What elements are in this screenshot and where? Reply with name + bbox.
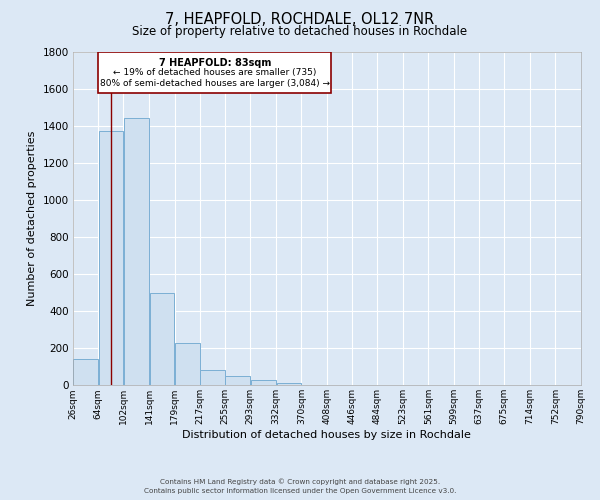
Text: 7, HEAPFOLD, ROCHDALE, OL12 7NR: 7, HEAPFOLD, ROCHDALE, OL12 7NR	[166, 12, 434, 28]
Bar	[200, 370, 225, 386]
Bar	[98, 52, 331, 93]
Text: ← 19% of detached houses are smaller (735): ← 19% of detached houses are smaller (73…	[113, 68, 316, 78]
Text: Size of property relative to detached houses in Rochdale: Size of property relative to detached ho…	[133, 25, 467, 38]
Text: Contains public sector information licensed under the Open Government Licence v3: Contains public sector information licen…	[144, 488, 456, 494]
Bar	[251, 380, 276, 386]
X-axis label: Distribution of detached houses by size in Rochdale: Distribution of detached houses by size …	[182, 430, 471, 440]
Bar	[149, 292, 174, 386]
Bar	[98, 131, 123, 386]
Y-axis label: Number of detached properties: Number of detached properties	[27, 130, 37, 306]
Bar	[277, 384, 301, 386]
Bar	[124, 118, 149, 386]
Text: Contains HM Land Registry data © Crown copyright and database right 2025.: Contains HM Land Registry data © Crown c…	[160, 478, 440, 485]
Bar	[226, 376, 250, 386]
Text: 7 HEAPFOLD: 83sqm: 7 HEAPFOLD: 83sqm	[158, 58, 271, 68]
Bar	[73, 360, 98, 386]
Bar	[175, 342, 200, 386]
Text: 80% of semi-detached houses are larger (3,084) →: 80% of semi-detached houses are larger (…	[100, 78, 330, 88]
